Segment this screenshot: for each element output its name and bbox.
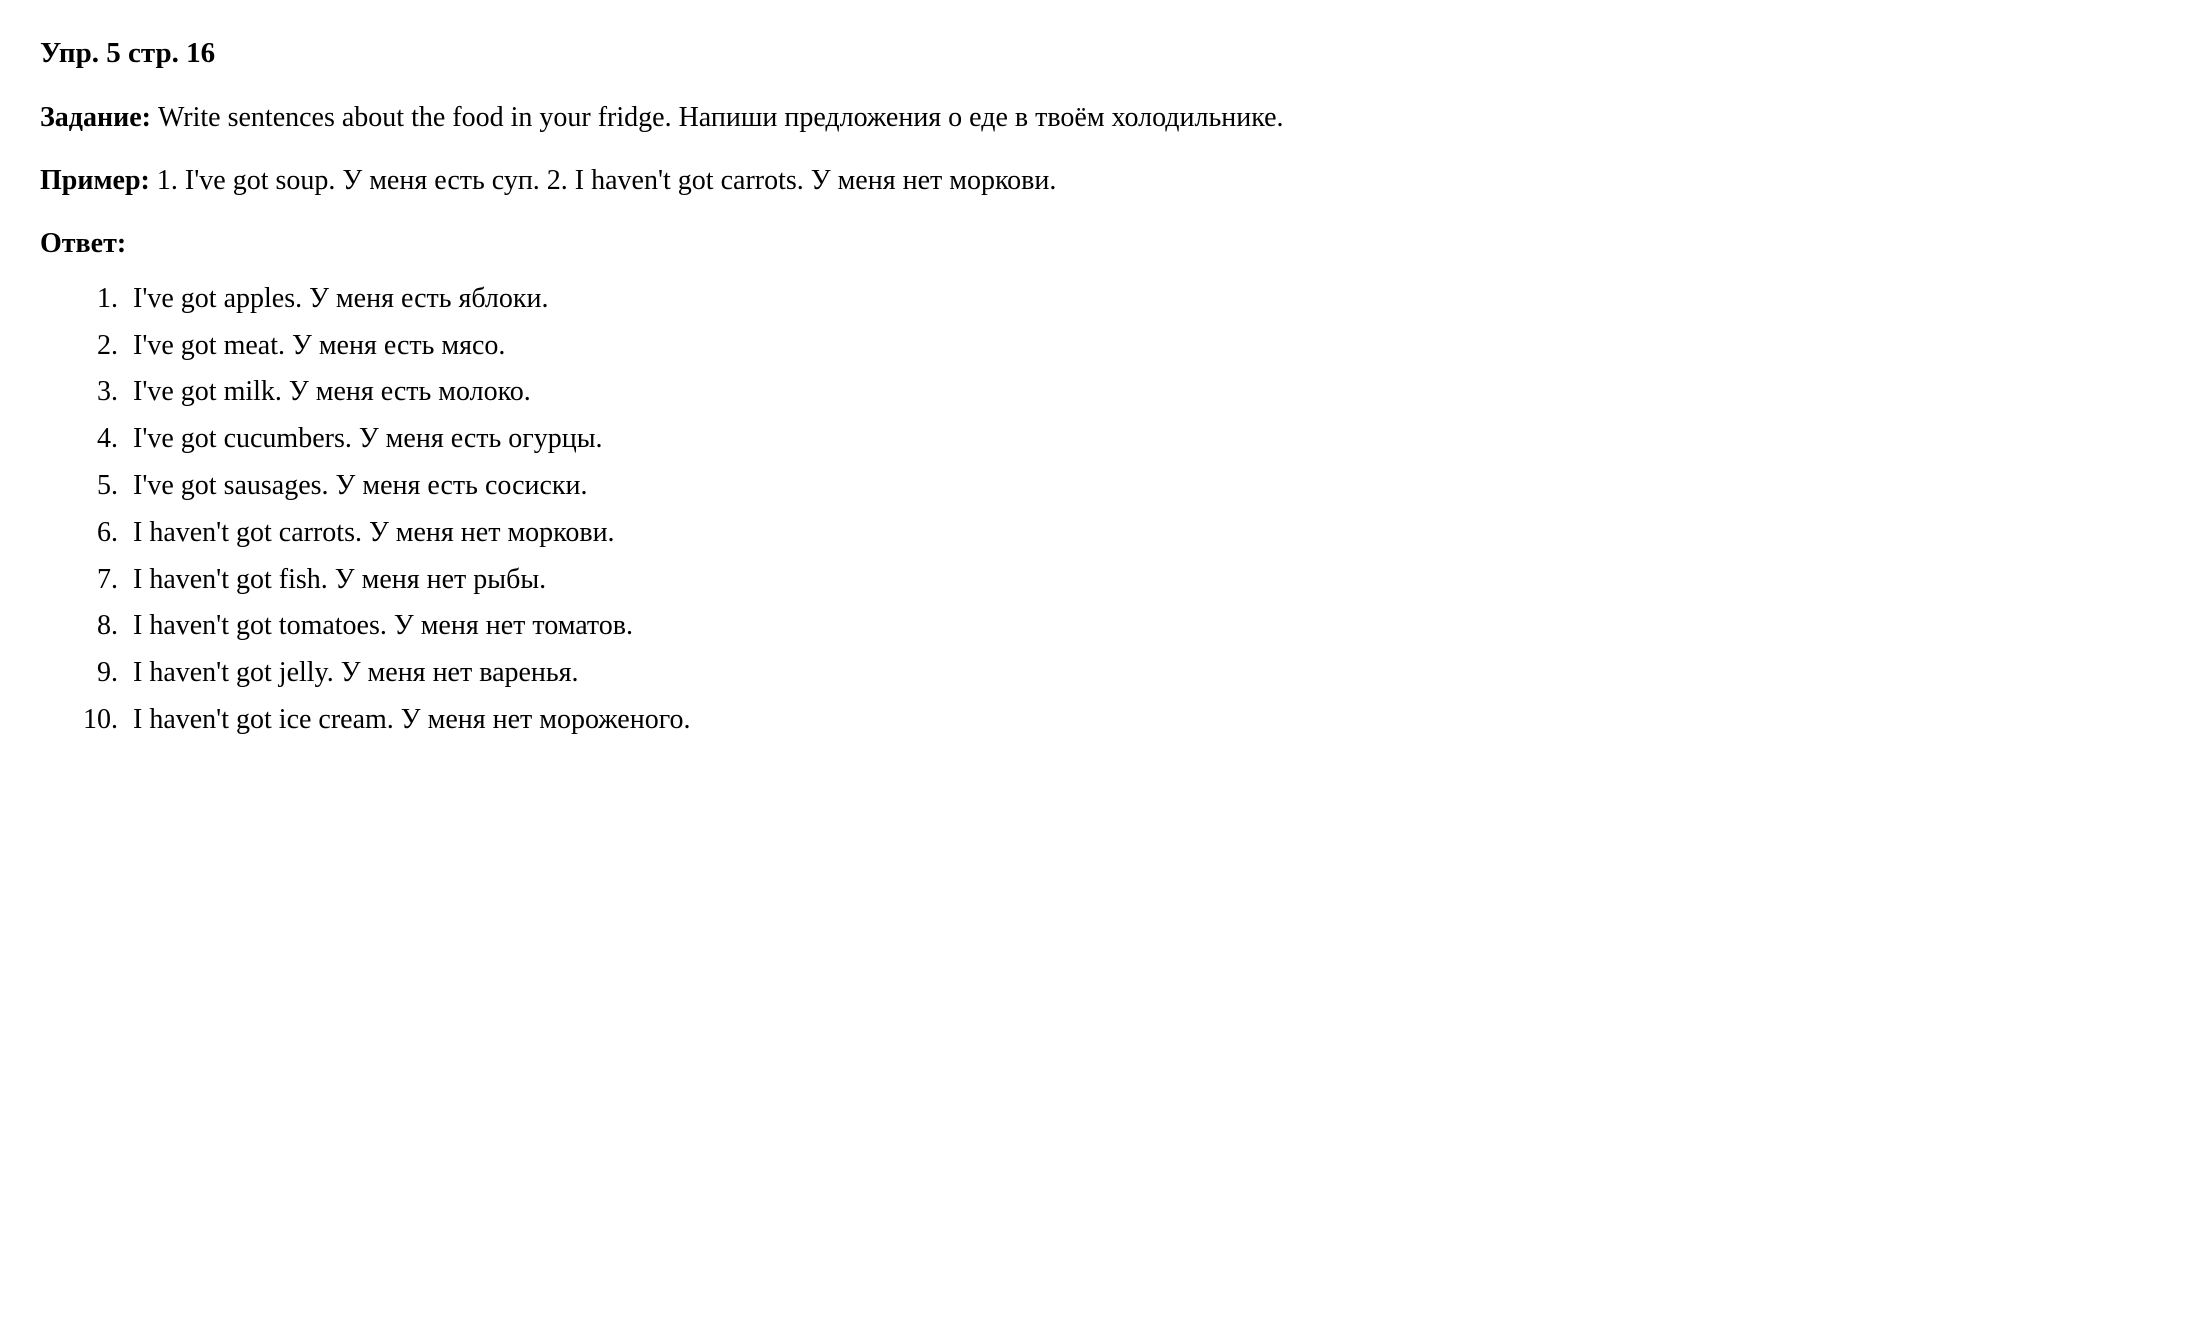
example-label: Пример: (40, 165, 150, 196)
example-text: 1. I've got soup. У меня есть суп. 2. I … (150, 165, 1056, 196)
list-item: I haven't got carrots. У меня нет морков… (125, 511, 2146, 556)
list-item: I haven't got ice cream. У меня нет моро… (125, 698, 2146, 743)
example-paragraph: Пример: 1. I've got soup. У меня есть су… (40, 159, 2146, 204)
answer-label: Ответ: (40, 222, 2146, 267)
list-item: I haven't got jelly. У меня нет варенья. (125, 651, 2146, 696)
task-text: Write sentences about the food in your f… (151, 102, 1284, 133)
answer-list: I've got apples. У меня есть яблоки. I'v… (40, 277, 2146, 743)
exercise-title: Упр. 5 стр. 16 (40, 30, 2146, 76)
list-item: I haven't got tomatoes. У меня нет томат… (125, 604, 2146, 649)
list-item: I've got milk. У меня есть молоко. (125, 370, 2146, 415)
list-item: I've got meat. У меня есть мясо. (125, 324, 2146, 369)
task-paragraph: Задание: Write sentences about the food … (40, 96, 2146, 141)
task-label: Задание: (40, 102, 151, 133)
list-item: I've got cucumbers. У меня есть огурцы. (125, 417, 2146, 462)
list-item: I've got sausages. У меня есть сосиски. (125, 464, 2146, 509)
list-item: I haven't got fish. У меня нет рыбы. (125, 558, 2146, 603)
list-item: I've got apples. У меня есть яблоки. (125, 277, 2146, 322)
